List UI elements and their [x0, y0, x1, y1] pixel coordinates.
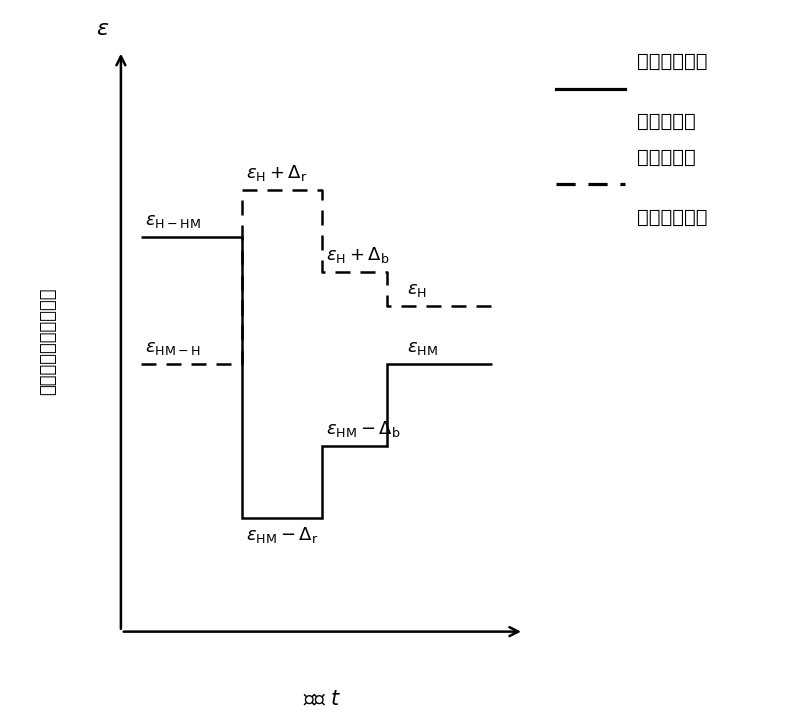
Text: 变排量液压元件排量比: 变排量液压元件排量比: [39, 287, 57, 395]
Text: 液压段换段至: 液压段换段至: [637, 52, 707, 71]
Text: 换段至液压段: 换段至液压段: [637, 208, 707, 227]
Text: $\varepsilon_{\rm HM}-\Delta_{\rm r}$: $\varepsilon_{\rm HM}-\Delta_{\rm r}$: [246, 526, 318, 545]
Text: 时间 $t$: 时间 $t$: [303, 690, 342, 710]
Text: $\varepsilon_{\rm HM-H}$: $\varepsilon_{\rm HM-H}$: [145, 340, 201, 357]
Text: $\varepsilon_{\rm H}$: $\varepsilon_{\rm H}$: [407, 282, 427, 299]
Text: $\varepsilon_{\rm H-HM}$: $\varepsilon_{\rm H-HM}$: [145, 212, 201, 229]
Text: $\varepsilon_{\rm H}+\Delta_{\rm b}$: $\varepsilon_{\rm H}+\Delta_{\rm b}$: [326, 245, 390, 264]
Text: $\varepsilon_{\rm HM}$: $\varepsilon_{\rm HM}$: [407, 340, 438, 357]
Text: $\varepsilon$: $\varepsilon$: [96, 19, 109, 39]
Text: $\varepsilon_{\rm H}+\Delta_{\rm r}$: $\varepsilon_{\rm H}+\Delta_{\rm r}$: [246, 163, 307, 183]
Text: 液压机械段: 液压机械段: [637, 112, 696, 131]
Text: 液压机械段: 液压机械段: [637, 148, 696, 167]
Text: $\varepsilon_{\rm HM}-\Delta_{\rm b}$: $\varepsilon_{\rm HM}-\Delta_{\rm b}$: [326, 419, 401, 439]
